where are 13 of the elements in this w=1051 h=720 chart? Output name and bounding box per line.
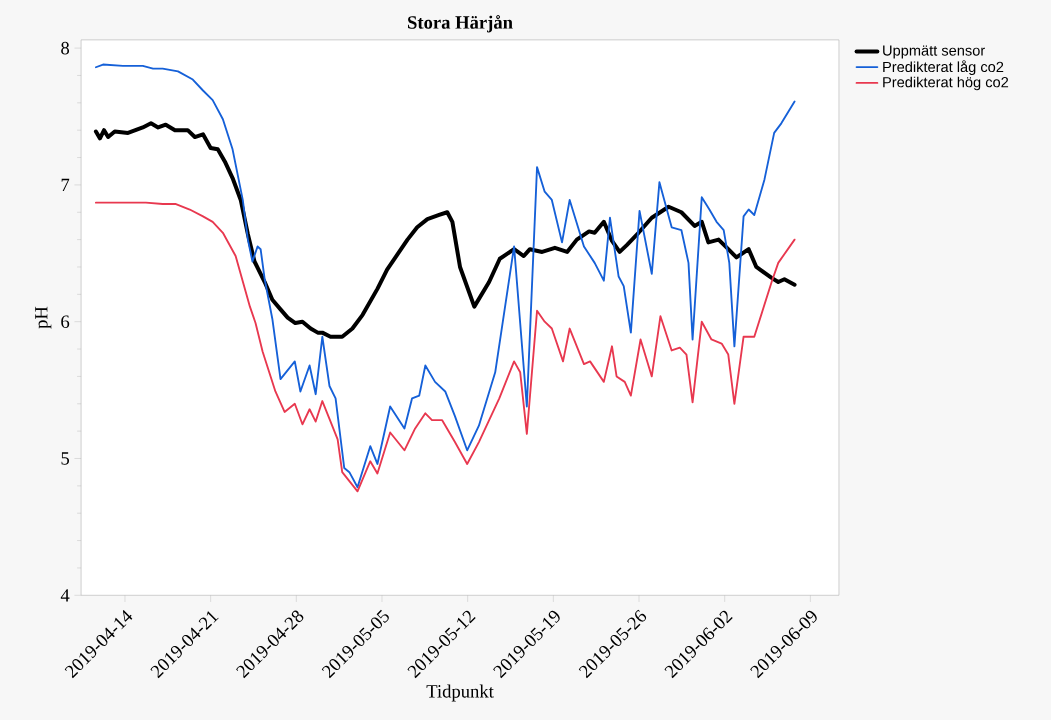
y-tick-label: 5 bbox=[61, 452, 70, 465]
line-series bbox=[93, 121, 797, 339]
legend-label: Uppmätt sensor bbox=[883, 45, 985, 59]
x-axis-title: Tidpunkt bbox=[426, 684, 494, 702]
y-tick-label: 7 bbox=[61, 178, 70, 192]
chart-title: Stora Härjån bbox=[408, 15, 513, 33]
y-tick-label: 4 bbox=[60, 589, 70, 602]
legend-label: Predikterat låg co2 bbox=[883, 60, 1004, 76]
line-series bbox=[94, 63, 796, 489]
y-tick-label: 6 bbox=[61, 315, 70, 328]
y-axis-title: pH bbox=[35, 306, 52, 329]
y-tick-label: 8 bbox=[61, 41, 70, 55]
legend-label: Predikterat hög co2 bbox=[883, 76, 1009, 91]
